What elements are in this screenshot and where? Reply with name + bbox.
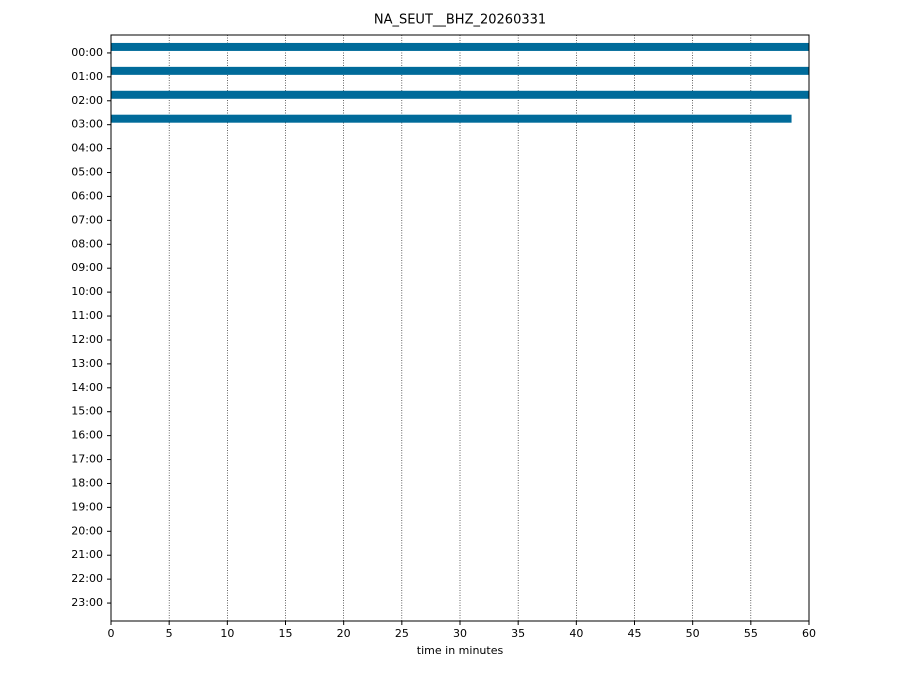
x-tick-label: 20 — [337, 627, 351, 640]
x-tick-label: 15 — [279, 627, 293, 640]
trace — [111, 66, 809, 75]
y-tick-label: 17:00 — [71, 453, 103, 466]
chart-title: NA_SEUT__BHZ_20260331 — [374, 13, 546, 28]
y-tick-label: 04:00 — [71, 142, 103, 155]
y-tick-label: 06:00 — [71, 189, 103, 202]
x-tick-label: 55 — [744, 627, 758, 640]
y-tick-label: 11:00 — [71, 309, 103, 322]
y-tick-label: 16:00 — [71, 429, 103, 442]
y-tick-label: 05:00 — [71, 166, 103, 179]
y-tick-label: 20:00 — [71, 524, 103, 537]
y-tick-label: 01:00 — [71, 70, 103, 83]
y-tick-label: 03:00 — [71, 118, 103, 131]
x-tick-label: 30 — [453, 627, 467, 640]
trace — [111, 42, 809, 51]
y-tick-label: 09:00 — [71, 261, 103, 274]
x-tick-label: 35 — [511, 627, 525, 640]
y-tick-label: 14:00 — [71, 381, 103, 394]
y-tick-label: 23:00 — [71, 596, 103, 609]
x-tick-label: 60 — [802, 627, 816, 640]
x-tick-label: 25 — [395, 627, 409, 640]
y-tick-label: 08:00 — [71, 237, 103, 250]
x-axis-label: time in minutes — [417, 644, 504, 657]
y-tick-label: 12:00 — [71, 333, 103, 346]
x-tick-label: 40 — [569, 627, 583, 640]
y-tick-label: 02:00 — [71, 94, 103, 107]
y-tick-label: 00:00 — [71, 46, 103, 59]
y-tick-label: 19:00 — [71, 500, 103, 513]
x-tick-label: 45 — [628, 627, 642, 640]
x-tick-label: 0 — [108, 627, 115, 640]
trace — [111, 90, 809, 99]
y-tick-label: 15:00 — [71, 405, 103, 418]
x-tick-label: 50 — [686, 627, 700, 640]
plot-frame — [110, 34, 810, 622]
x-tick-label: 10 — [220, 627, 234, 640]
y-tick-label: 18:00 — [71, 476, 103, 489]
y-tick-label: 10:00 — [71, 285, 103, 298]
y-tick-label: 22:00 — [71, 572, 103, 585]
y-tick-label: 21:00 — [71, 548, 103, 561]
y-tick-label: 07:00 — [71, 213, 103, 226]
trace — [111, 114, 792, 123]
y-tick-label: 13:00 — [71, 357, 103, 370]
x-tick-label: 5 — [166, 627, 173, 640]
